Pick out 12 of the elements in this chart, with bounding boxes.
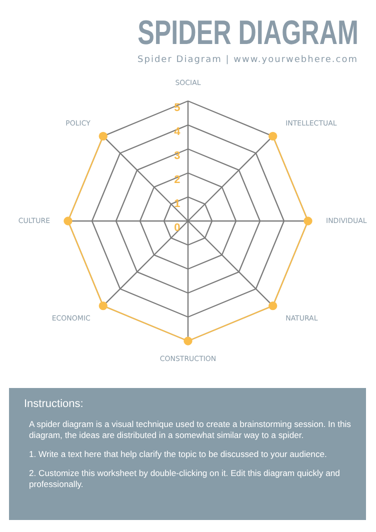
text: 1. Write a text here that help clarify the topic to be discussed to your audience. — [29, 449, 328, 460]
y-tick-label: 2 — [174, 174, 180, 186]
y-tick-label: 0 — [174, 222, 180, 234]
chart-title: SPIDER DIAGRAM — [137, 14, 358, 53]
y-tick-label: 5 — [174, 102, 180, 114]
y-tick-label: 3 — [174, 150, 180, 162]
text: Instructions: — [24, 398, 84, 410]
y-tick-label: 4 — [174, 126, 182, 138]
chart-subtitle: Spider Diagram | www.yourwebhere.com — [138, 55, 358, 65]
y-tick-label: 1 — [174, 198, 180, 210]
text: A spider diagram is a visual technique used to create a brainstorming session. In this diagram, the ideas are distributed in a somewhat similar way to a spider. — [29, 419, 351, 441]
text: 2. Customize this worksheet by double-clicking on it. Edit this diagram quickly and professionally. — [29, 468, 341, 490]
